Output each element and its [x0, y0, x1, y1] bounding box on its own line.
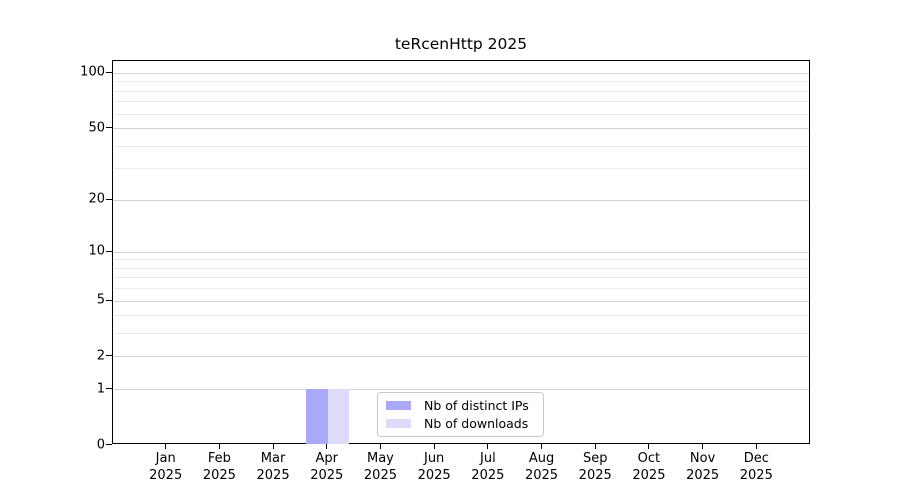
gridline-minor: [113, 288, 809, 290]
gridline-minor: [113, 168, 809, 170]
x-tick-mark: [218, 444, 220, 449]
x-tick-mark: [326, 444, 328, 449]
x-tick-label: Apr 2025: [310, 451, 344, 483]
legend-label-downloads: Nb of downloads: [424, 415, 529, 431]
x-tick-label: Jun 2025: [417, 451, 451, 483]
y-tick-mark: [106, 250, 112, 252]
x-tick-label: Sep 2025: [578, 451, 612, 483]
gridline-major: [113, 389, 809, 391]
y-tick-label: 1: [96, 381, 105, 397]
y-tick-label: 2: [96, 348, 105, 364]
gridline-minor: [113, 113, 809, 115]
x-tick-mark: [755, 444, 757, 449]
y-tick-mark: [106, 299, 112, 301]
x-tick-label: Jul 2025: [471, 451, 505, 483]
x-tick-label: Feb 2025: [202, 451, 236, 483]
gridline-major: [113, 199, 809, 201]
x-tick-mark: [702, 444, 704, 449]
y-tick-label: 20: [88, 191, 105, 207]
plot-area: [112, 60, 810, 444]
gridline-major: [113, 72, 809, 74]
gridline-minor: [113, 81, 809, 83]
x-tick-label: Dec 2025: [739, 451, 773, 483]
x-tick-label: Oct 2025: [632, 451, 666, 483]
legend: Nb of distinct IPs Nb of downloads: [377, 392, 544, 437]
chart-title: teRcenHttp 2025: [394, 35, 528, 53]
gridline-major: [113, 251, 809, 253]
x-tick-label: May 2025: [363, 451, 397, 483]
gridline-minor: [113, 333, 809, 335]
x-tick-mark: [594, 444, 596, 449]
y-tick-mark: [106, 355, 112, 357]
gridline-minor: [113, 145, 809, 147]
y-tick-label: 100: [80, 64, 105, 80]
y-tick-label: 50: [88, 120, 105, 136]
bar-distinct-ips: [306, 389, 328, 444]
y-tick-label: 5: [96, 292, 105, 308]
x-tick-label: Aug 2025: [524, 451, 559, 483]
gridline-minor: [113, 101, 809, 103]
y-tick-mark: [106, 388, 112, 390]
legend-row-downloads: Nb of downloads: [386, 415, 543, 431]
y-tick-label: 0: [96, 437, 105, 452]
gridline-major: [113, 128, 809, 130]
y-tick-label: 10: [88, 243, 105, 259]
downloads-swatch-icon: [386, 418, 411, 428]
y-tick-mark: [106, 71, 112, 73]
gridline-major: [113, 300, 809, 302]
bar-downloads: [327, 389, 350, 444]
gridline-minor: [113, 259, 809, 261]
x-tick-label: Jan 2025: [149, 451, 183, 483]
x-tick-label: Nov 2025: [686, 451, 720, 483]
gridline-minor: [113, 315, 809, 317]
y-tick-mark: [106, 127, 112, 129]
x-tick-mark: [272, 444, 274, 449]
x-tick-mark: [379, 444, 381, 449]
legend-row-distinct-ips: Nb of distinct IPs: [386, 397, 543, 413]
x-tick-label: Mar 2025: [256, 451, 290, 483]
gridline-minor: [113, 277, 809, 279]
legend-label-distinct-ips: Nb of distinct IPs: [424, 397, 529, 413]
y-tick-mark: [106, 198, 112, 200]
x-tick-mark: [541, 444, 543, 449]
x-tick-mark: [433, 444, 435, 449]
x-tick-mark: [648, 444, 650, 449]
y-tick-mark: [106, 444, 112, 445]
gridline-major: [113, 356, 809, 358]
gridline-minor: [113, 90, 809, 92]
x-tick-mark: [165, 444, 167, 449]
distinct-ips-swatch-icon: [386, 401, 411, 411]
x-tick-mark: [487, 444, 489, 449]
gridline-minor: [113, 267, 809, 269]
